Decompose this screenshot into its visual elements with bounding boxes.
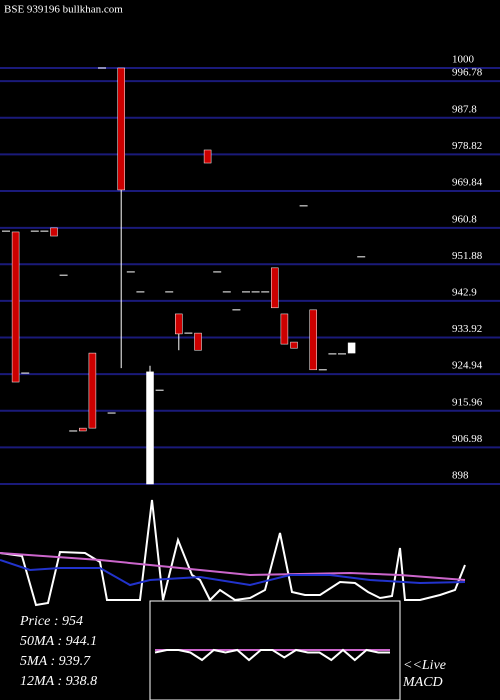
y-tick-label: 915.96 — [452, 396, 483, 408]
y-tick-label: 996.78 — [452, 67, 483, 79]
y-tick-label: 987.8 — [452, 103, 477, 115]
legend-entry: Price : 954 — [19, 614, 83, 629]
legend-text: Price — [19, 614, 50, 629]
y-tick-label: 960.8 — [452, 213, 477, 225]
legend-text: 939.7 — [59, 654, 92, 669]
macd-label: MACD — [402, 675, 443, 690]
candle-body — [117, 67, 125, 191]
candle-body — [271, 267, 279, 309]
y-tick-label: 906.98 — [452, 433, 483, 445]
indicator-line — [0, 552, 466, 581]
legend-entry: 12MA : 938.8 — [20, 674, 97, 689]
chart-title: BSE 939196 bullkhan.com — [4, 4, 123, 16]
indicator-line — [0, 559, 466, 587]
legend-text: : — [54, 634, 66, 649]
y-tick-label: 942.9 — [452, 286, 477, 298]
legend-text: 938.8 — [66, 674, 98, 689]
y-tick-label: 898 — [452, 470, 469, 482]
macd-label: <<Live — [403, 658, 446, 673]
macd-line — [154, 648, 390, 662]
candle-body — [146, 371, 154, 485]
candle-body — [203, 149, 212, 164]
legend-text: 5MA — [20, 654, 48, 669]
legend-text: : — [47, 654, 59, 669]
candle-body — [175, 313, 183, 335]
candle-body — [79, 427, 87, 432]
candle-body — [50, 227, 58, 237]
candle-body — [194, 332, 202, 351]
legend-entry: 5MA : 939.7 — [20, 654, 91, 669]
y-tick-label: 969.84 — [452, 177, 483, 189]
legend-text: : — [50, 614, 62, 629]
legend-text: 944.1 — [66, 634, 98, 649]
y-tick-label: 951.88 — [452, 250, 483, 262]
y-tick-label: 933.92 — [452, 323, 482, 335]
legend-text: 12MA — [20, 674, 55, 689]
y-tick-label: 1000 — [452, 54, 475, 66]
legend-entry: 50MA : 944.1 — [20, 634, 97, 649]
candle-body — [280, 313, 289, 345]
y-tick-label: 924.94 — [452, 360, 483, 372]
candle-body — [11, 231, 20, 383]
legend-text: : — [54, 674, 66, 689]
legend-text: 954 — [62, 614, 83, 629]
candle-body — [347, 342, 356, 354]
candle-body — [309, 309, 317, 371]
legend-text: 50MA — [20, 634, 55, 649]
candle-body — [88, 352, 97, 429]
candle-body — [290, 341, 298, 349]
y-tick-label: 978.82 — [452, 140, 482, 152]
